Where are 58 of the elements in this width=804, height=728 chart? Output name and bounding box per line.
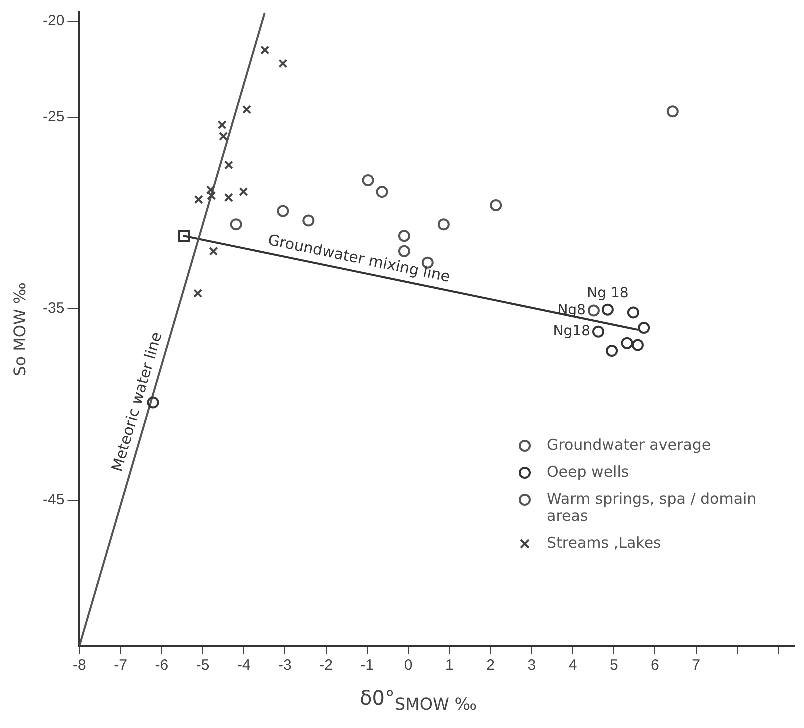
- x-tick-label: -8: [73, 657, 86, 674]
- y-tick-label: -35: [42, 300, 65, 318]
- point: [398, 245, 410, 258]
- point: [242, 105, 252, 114]
- x-tick-label: -1: [360, 657, 374, 674]
- point: [224, 160, 234, 170]
- point: [194, 195, 204, 204]
- point: [376, 186, 388, 198]
- x-tick-label: -4: [237, 657, 251, 674]
- point: [362, 174, 374, 187]
- x-tick-label: 7: [692, 657, 701, 674]
- point: [278, 59, 288, 68]
- point: [239, 188, 248, 197]
- legend-label: Warm springs, spa / domain areas: [547, 490, 757, 525]
- point: [602, 304, 614, 316]
- point: [398, 230, 410, 242]
- point: [621, 337, 634, 350]
- point: [224, 193, 234, 202]
- y-axis-title: So MOW ‰: [10, 282, 30, 378]
- x-tick-label: -5: [196, 657, 210, 674]
- x-tick-label: 0: [404, 657, 413, 674]
- x-tick-label: -6: [155, 657, 169, 674]
- legend-label: Oeep wells: [547, 462, 630, 481]
- y-tick-label: -45: [42, 492, 65, 509]
- point: [260, 46, 270, 55]
- x-tick-label: -3: [278, 657, 292, 674]
- point: [490, 199, 502, 212]
- point: [219, 132, 228, 142]
- legend-label: Streams ,Lakes: [547, 534, 662, 552]
- x-tick-label: 3: [528, 657, 536, 674]
- point: [178, 230, 190, 242]
- x-tick-label: -2: [320, 657, 334, 674]
- point: [588, 304, 600, 317]
- point: [627, 306, 640, 319]
- annotation: Ng 18: [587, 285, 629, 302]
- x-tick-label: 4: [568, 657, 578, 674]
- point: [438, 218, 450, 231]
- x-tick-label: 5: [610, 657, 618, 674]
- legend-label: Groundwater average: [547, 436, 712, 454]
- point: [230, 218, 242, 231]
- x-tick-label: -7: [114, 657, 128, 674]
- y-tick-label: -20: [42, 12, 65, 30]
- point: [632, 339, 644, 352]
- x-tick-label: 6: [651, 657, 660, 674]
- x-axis-title: δ0°$_{SMOW ‰}$: [360, 686, 478, 714]
- point: [638, 322, 650, 334]
- point: [592, 326, 604, 338]
- y-tick-label: -25: [42, 108, 65, 126]
- point: [209, 246, 218, 256]
- point: [606, 345, 618, 358]
- annotation: Ng18: [553, 324, 590, 340]
- point: [194, 289, 203, 298]
- x-tick-label: 2: [486, 657, 495, 674]
- point: [218, 120, 227, 130]
- x-tick-label: 1: [446, 657, 454, 674]
- point: [666, 106, 679, 118]
- point: [302, 214, 315, 227]
- point: [277, 205, 290, 218]
